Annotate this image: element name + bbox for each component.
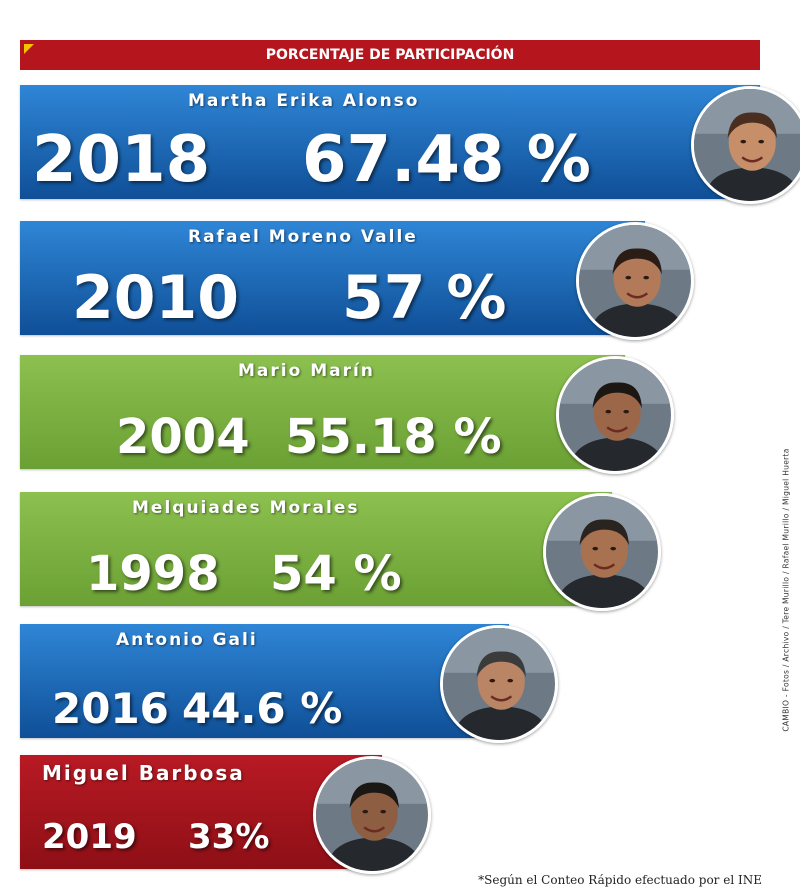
portrait-icon bbox=[313, 756, 431, 874]
bar-2010: Rafael Moreno Valle 2010 57 % bbox=[20, 221, 645, 335]
value-label: 57 % bbox=[342, 263, 507, 333]
portrait-icon bbox=[556, 356, 674, 474]
year-label: 2019 bbox=[42, 817, 137, 857]
candidate-name: Martha Erika Alonso bbox=[188, 91, 420, 111]
candidate-name: Mario Marín bbox=[238, 361, 375, 381]
value-label: 44.6 % bbox=[182, 684, 343, 733]
photo-credit-text: CAMBIO - Fotos / Archivo / Tere Murillo … bbox=[781, 448, 791, 732]
footnote: *Según el Conteo Rápido efectuado por el… bbox=[478, 873, 762, 887]
chart-title: PORCENTAJE DE PARTICIPACIÓN bbox=[265, 47, 515, 63]
bar-2004: Mario Marín 2004 55.18 % bbox=[20, 355, 625, 469]
value-label: 33% bbox=[188, 817, 270, 857]
bar-2018: Martha Erika Alonso 2018 67.48 % bbox=[20, 85, 760, 199]
year-label: 1998 bbox=[86, 546, 220, 602]
candidate-name: Rafael Moreno Valle bbox=[188, 227, 418, 247]
candidate-name: Antonio Gali bbox=[116, 630, 258, 650]
value-label: 55.18 % bbox=[285, 409, 502, 465]
portrait-icon bbox=[543, 493, 661, 611]
year-label: 2004 bbox=[116, 409, 250, 465]
chart-title-banner: PORCENTAJE DE PARTICIPACIÓN bbox=[20, 40, 760, 70]
corner-accent bbox=[24, 44, 34, 54]
value-label: 67.48 % bbox=[302, 123, 591, 197]
candidate-name: Melquiades Morales bbox=[132, 498, 360, 518]
year-label: 2018 bbox=[32, 123, 211, 197]
year-label: 2016 bbox=[52, 684, 169, 733]
bar-1998: Melquiades Morales 1998 54 % bbox=[20, 492, 612, 606]
portrait-icon bbox=[440, 625, 558, 743]
portrait-icon bbox=[691, 86, 800, 204]
bar-2016: Antonio Gali 2016 44.6 % bbox=[20, 624, 509, 738]
year-label: 2010 bbox=[72, 263, 239, 333]
value-label: 54 % bbox=[270, 546, 402, 602]
photo-credit: CAMBIO - Fotos / Archivo / Tere Murillo … bbox=[776, 440, 796, 740]
portrait-icon bbox=[576, 222, 694, 340]
candidate-name: Miguel Barbosa bbox=[42, 761, 245, 785]
